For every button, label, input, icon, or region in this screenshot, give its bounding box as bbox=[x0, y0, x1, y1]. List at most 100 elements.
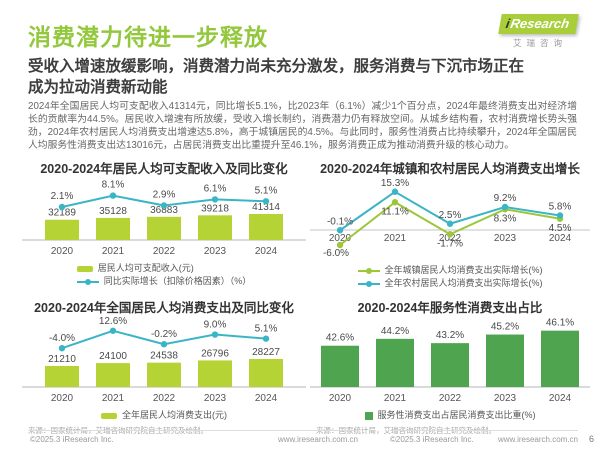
bar-swatch bbox=[101, 412, 117, 419]
svg-text:11.1%: 11.1% bbox=[381, 206, 409, 217]
chart-disposable-income: 2020-2024年居民人均可支配收入及同比变化 2020 2021 2022 202… bbox=[20, 158, 308, 288]
chart-title: 2020-2024年全国居民人均消费支出及同比变化 bbox=[34, 301, 294, 315]
svg-text:2.1%: 2.1% bbox=[51, 191, 74, 202]
iresearch-logo: iResearch 艾瑞咨询 bbox=[498, 14, 579, 49]
chart-legend: 全年城镇居民人均消费支出实际增长(%) 全年农村居民人均消费支出实际增长(%) bbox=[357, 264, 543, 290]
line-marker-dot bbox=[365, 280, 372, 287]
svg-text:24538: 24538 bbox=[150, 351, 178, 362]
subtitle: 受收入增速放缓影响，消费潜力尚未充分激发，服务消费与下沉市场正在成为拉动消费新动… bbox=[28, 58, 525, 96]
svg-text:2.5%: 2.5% bbox=[439, 210, 462, 221]
legend-label: 全年农村居民人均消费支出实际增长(%) bbox=[384, 278, 543, 288]
svg-text:2021: 2021 bbox=[102, 393, 125, 404]
svg-text:43.2%: 43.2% bbox=[436, 330, 464, 341]
line-marker-dot bbox=[365, 267, 372, 274]
chart-consumption-expenditure: 2020-2024年全国居民人均消费支出及同比变化 2020 2021 2022 20… bbox=[20, 297, 308, 436]
website-text: www.iresearch.com.cn bbox=[497, 435, 578, 444]
svg-text:26796: 26796 bbox=[201, 348, 229, 359]
legend-item: 全年农村居民人均消费支出实际增长(%) bbox=[357, 277, 543, 290]
svg-text:-1.7%: -1.7% bbox=[437, 238, 463, 249]
svg-text:5.1%: 5.1% bbox=[255, 324, 278, 335]
svg-text:2.9%: 2.9% bbox=[153, 189, 176, 200]
svg-text:21210: 21210 bbox=[48, 354, 76, 365]
copyright-text: ©2025.3 iResearch Inc. bbox=[390, 435, 474, 444]
line-swatch bbox=[76, 278, 99, 285]
svg-text:2020: 2020 bbox=[51, 393, 74, 404]
chart-title: 2020-2024年城镇和农村居民人均消费支出增长 bbox=[320, 162, 580, 176]
page-title: 消费潜力待进一步释放 bbox=[28, 24, 268, 50]
svg-text:2024: 2024 bbox=[255, 393, 278, 404]
copyright-text: ©2025.3 iResearch Inc. bbox=[30, 435, 114, 444]
svg-text:2020: 2020 bbox=[51, 246, 74, 257]
svg-text:2021: 2021 bbox=[384, 233, 407, 244]
svg-text:15.3%: 15.3% bbox=[381, 178, 409, 189]
legend-label: 全年居民人均消费支出(元) bbox=[122, 410, 227, 420]
consumption-expenditure-chart-canvas: 2020 2021 2022 2023 2024 21210 24100 24538 26796… bbox=[22, 317, 306, 404]
legend-item: 同比实际增长（扣除价格因素）（%） bbox=[76, 275, 252, 288]
svg-text:12.6%: 12.6% bbox=[99, 317, 127, 327]
svg-text:36883: 36883 bbox=[150, 205, 178, 216]
chart-legend: 全年居民人均消费支出(元) bbox=[101, 409, 227, 422]
legend-label: 同比实际增长（扣除价格因素）（%） bbox=[103, 276, 252, 286]
svg-text:46.1%: 46.1% bbox=[546, 318, 574, 329]
svg-text:2024: 2024 bbox=[255, 246, 278, 257]
legend-item: 服务性消费支出占居民消费支出比重(%) bbox=[364, 409, 536, 422]
svg-text:2022: 2022 bbox=[439, 233, 462, 244]
line-swatch bbox=[357, 280, 380, 287]
chart-service-share: 2020-2024年服务性消费支出占比 2020 2021 2022 2023 2024… bbox=[308, 297, 592, 436]
legend-item: 全年城镇居民人均消费支出实际增长(%) bbox=[357, 264, 543, 277]
svg-text:32189: 32189 bbox=[48, 208, 76, 219]
logo-brand-text: Research bbox=[509, 16, 571, 31]
footer-right: ©2025.3 iResearch Inc. www.iresearch.com… bbox=[390, 430, 578, 444]
chart-urban-rural-growth: 2020-2024年城镇和农村居民人均消费支出增长 2020 2021 2022 20… bbox=[308, 158, 592, 290]
service-share-chart-canvas: 2020 2021 2022 2023 2024 42.6% 44.2% 43.2% 45.2%… bbox=[310, 318, 590, 404]
svg-text:5.1%: 5.1% bbox=[255, 185, 278, 196]
legend-label: 居民人均可支配收入(元) bbox=[97, 263, 194, 273]
svg-text:2023: 2023 bbox=[204, 393, 227, 404]
website-text: www.iresearch.com.cn bbox=[277, 435, 358, 444]
line-marker-dot bbox=[84, 278, 91, 285]
iresearch-logo-badge: iResearch bbox=[498, 14, 579, 34]
svg-text:-0.1%: -0.1% bbox=[327, 216, 353, 227]
body-paragraph: 2024年全国居民人均可支配收入41314元，同比增长5.1%，比2023年（6… bbox=[28, 101, 577, 151]
chart-title: 2020-2024年居民人均可支配收入及同比变化 bbox=[40, 162, 288, 176]
svg-text:8.3%: 8.3% bbox=[494, 213, 517, 224]
svg-text:9.0%: 9.0% bbox=[204, 320, 227, 331]
urban-rural-chart-canvas: 2020 2021 2022 2023 2024 -6.0% 11.1% -1.7% 8.3% 4… bbox=[310, 178, 590, 259]
legend-item: 全年居民人均消费支出(元) bbox=[101, 409, 227, 422]
svg-text:-4.0%: -4.0% bbox=[49, 333, 75, 344]
svg-text:2022: 2022 bbox=[439, 393, 462, 404]
chart-title: 2020-2024年服务性消费支出占比 bbox=[357, 301, 543, 315]
legend-label: 全年城镇居民人均消费支出实际增长(%) bbox=[384, 265, 543, 275]
svg-text:28227: 28227 bbox=[252, 347, 280, 358]
chart-legend: 居民人均可支配收入(元) 同比实际增长（扣除价格因素）（%） bbox=[76, 262, 252, 288]
svg-text:2022: 2022 bbox=[153, 246, 176, 257]
svg-text:8.1%: 8.1% bbox=[102, 180, 125, 191]
svg-text:2020: 2020 bbox=[329, 233, 352, 244]
svg-text:42.6%: 42.6% bbox=[326, 333, 354, 344]
svg-text:-6.0%: -6.0% bbox=[323, 248, 349, 259]
footer-left: ©2025.3 iResearch Inc. www.iresearch.com… bbox=[30, 430, 358, 444]
logo-chinese-name: 艾瑞咨询 bbox=[512, 38, 567, 48]
legend-item: 居民人均可支配收入(元) bbox=[76, 262, 194, 275]
svg-text:39218: 39218 bbox=[201, 203, 229, 214]
svg-text:2023: 2023 bbox=[204, 246, 227, 257]
svg-text:2021: 2021 bbox=[102, 246, 125, 257]
svg-text:6.1%: 6.1% bbox=[204, 183, 227, 194]
legend-label: 服务性消费支出占居民消费支出比重(%) bbox=[377, 410, 536, 420]
page-number: 6 bbox=[588, 434, 594, 444]
svg-text:4.5%: 4.5% bbox=[549, 223, 572, 234]
svg-text:5.8%: 5.8% bbox=[549, 202, 572, 213]
svg-text:2024: 2024 bbox=[549, 233, 572, 244]
svg-text:24100: 24100 bbox=[99, 351, 127, 362]
svg-text:-0.2%: -0.2% bbox=[151, 329, 177, 340]
svg-text:44.2%: 44.2% bbox=[381, 326, 409, 337]
square-swatch bbox=[364, 411, 373, 420]
svg-text:2023: 2023 bbox=[494, 393, 517, 404]
svg-text:2020: 2020 bbox=[329, 393, 352, 404]
svg-text:2022: 2022 bbox=[153, 393, 176, 404]
svg-text:45.2%: 45.2% bbox=[491, 322, 519, 333]
svg-text:2023: 2023 bbox=[494, 233, 517, 244]
line-swatch bbox=[357, 267, 380, 274]
svg-text:2021: 2021 bbox=[384, 393, 407, 404]
